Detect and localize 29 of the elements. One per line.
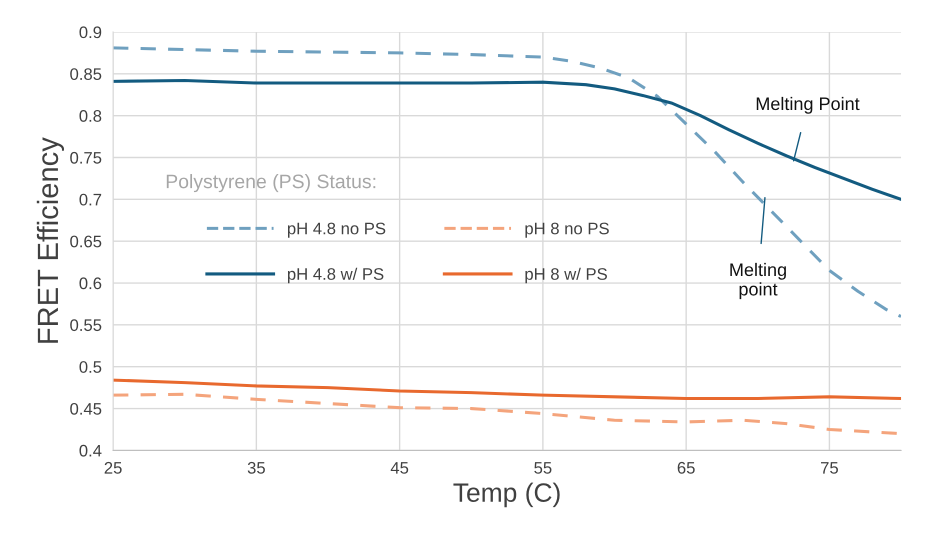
y-axis-title: FRET Efficiency (36, 137, 64, 343)
line-series (113, 378, 902, 400)
y-tick-label: 0.4 (79, 444, 102, 457)
y-tick-label: 0.8 (79, 110, 102, 122)
legend-label: pH 4.8 w/ PS (288, 268, 384, 284)
x-tick-label: 55 (534, 462, 552, 474)
x-tick-label: 25 (104, 462, 122, 474)
y-tick-label: 0.7 (79, 194, 102, 206)
legend-label: pH 4.8 no PS (288, 222, 386, 238)
y-tick-label: 0.6 (79, 277, 102, 290)
annotation: Melting Point (756, 96, 860, 114)
y-tick-label: 0.85 (70, 68, 102, 80)
y-tick-label: 0.9 (79, 26, 102, 38)
annotation: Melting point (730, 262, 786, 300)
x-tick-label: 75 (821, 462, 838, 474)
legend-label: pH 8 no PS (525, 222, 609, 238)
x-tick-label: 65 (678, 462, 695, 474)
y-tick-label: 0.75 (70, 152, 102, 164)
x-tick-label: 35 (248, 462, 265, 474)
x-axis-title: Temp (C) (453, 482, 560, 508)
y-tick-label: 0.55 (70, 319, 102, 332)
legend-title: Polystyrene (PS) Status: (166, 174, 376, 192)
legend-label: pH 8 w/ PS (525, 268, 607, 284)
y-tick-label: 0.45 (70, 402, 102, 415)
y-tick-label: 0.65 (70, 236, 102, 248)
x-tick-label: 45 (390, 462, 408, 474)
y-tick-label: 0.5 (79, 361, 102, 373)
line-series (113, 46, 902, 318)
line-series (113, 78, 902, 201)
